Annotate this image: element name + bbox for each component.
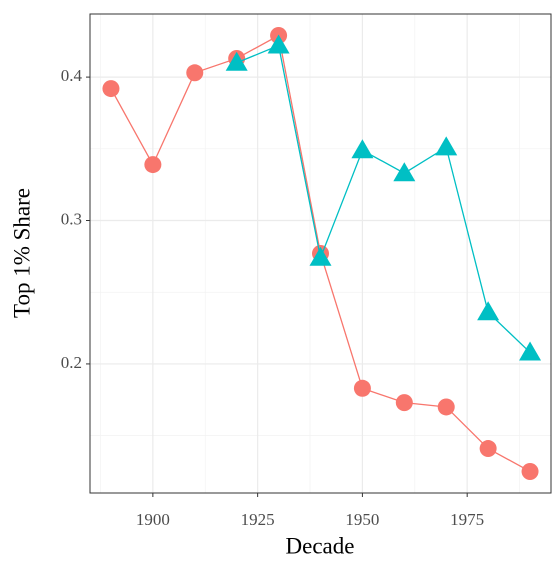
y-tick-label: 0.4: [61, 66, 83, 85]
y-tick-label: 0.2: [61, 353, 82, 372]
panel-border: [89, 13, 552, 494]
point: [353, 379, 371, 397]
point: [225, 51, 248, 71]
point: [437, 398, 455, 416]
point: [351, 139, 374, 159]
point: [479, 440, 497, 458]
x-axis-title: Decade: [286, 533, 355, 558]
x-tick-label: 1950: [345, 510, 379, 529]
x-tick-label: 1900: [136, 510, 170, 529]
point: [102, 80, 120, 98]
point: [521, 462, 539, 480]
point: [395, 394, 413, 412]
point: [186, 64, 204, 82]
series-line: [236, 44, 531, 353]
x-tick-label: 1975: [450, 510, 484, 529]
point: [309, 246, 332, 266]
y-tick-label: 0.3: [61, 209, 82, 228]
point: [144, 156, 162, 174]
point: [267, 34, 290, 54]
point: [477, 301, 500, 321]
x-tick-label: 1925: [241, 510, 275, 529]
y-axis-title: Top 1% Share: [9, 188, 34, 318]
point: [519, 341, 542, 361]
point: [393, 162, 416, 182]
point: [435, 136, 458, 156]
